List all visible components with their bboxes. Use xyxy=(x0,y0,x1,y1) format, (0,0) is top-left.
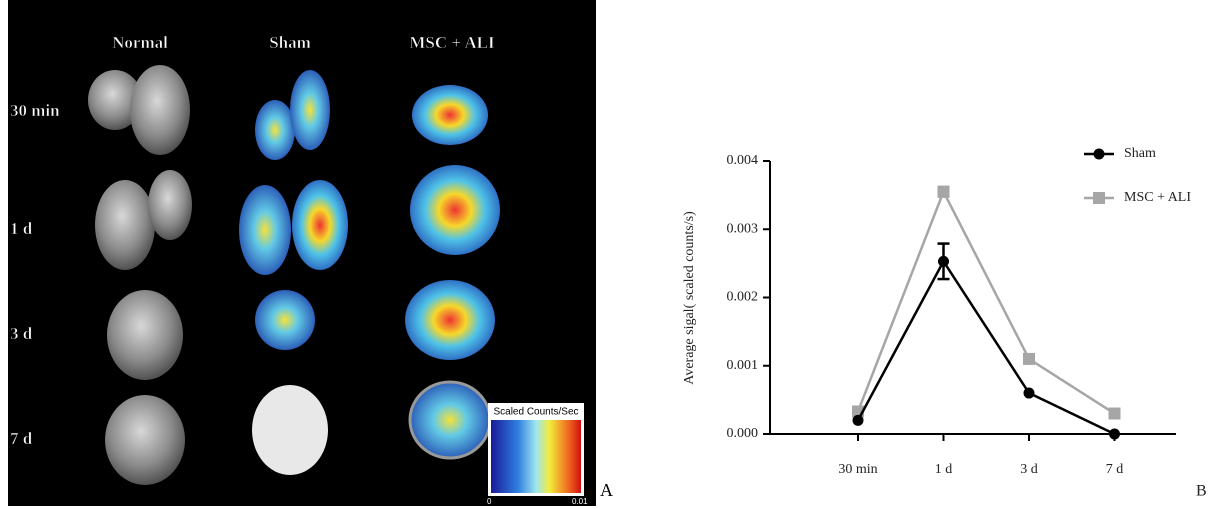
colorbar-min: 0 xyxy=(487,497,492,506)
column-label: Sham xyxy=(269,33,311,52)
column-label: MSC + ALI xyxy=(409,33,495,52)
legend-marker xyxy=(1093,148,1105,160)
colorbar-title: Scaled Counts/Sec xyxy=(493,407,578,418)
lung-images xyxy=(88,65,500,485)
row-label: 30 min xyxy=(10,101,60,120)
legend-label: Sham xyxy=(1124,146,1156,161)
data-point xyxy=(938,255,949,267)
legend-marker xyxy=(1093,192,1105,204)
y-tick-label: 0.002 xyxy=(727,290,759,305)
colorbar-max: 0.01 xyxy=(572,497,588,506)
data-point xyxy=(1108,407,1121,420)
data-point xyxy=(1109,428,1120,440)
data-point xyxy=(1023,387,1035,399)
series-line xyxy=(856,188,1116,415)
y-tick-label: 0.000 xyxy=(727,426,759,441)
row-label: 1 d xyxy=(10,219,33,238)
column-label: Normal xyxy=(112,33,168,52)
panel-label: A xyxy=(600,480,613,500)
line-chart: B Average sigal( scaled counts/s) 0.000 0… xyxy=(682,146,1206,499)
data-point xyxy=(937,185,950,198)
y-tick-label: 0.003 xyxy=(727,221,759,236)
legend-label: MSC + ALI xyxy=(1124,190,1191,205)
image-panel: Normal Sham MSC + ALI 30 min 1 d 3 d 7 d… xyxy=(8,0,613,506)
data-point xyxy=(852,414,864,426)
panel-label: B xyxy=(1196,483,1207,500)
row-label: 3 d xyxy=(10,324,33,343)
y-tick-label: 0.001 xyxy=(727,358,759,373)
x-tick-label: 1 d xyxy=(935,462,953,477)
y-axis-label: Average sigal( scaled counts/s) xyxy=(682,211,697,385)
row-label: 7 d xyxy=(10,429,33,448)
colorbar xyxy=(491,420,581,493)
y-tick-label: 0.004 xyxy=(727,153,759,168)
data-point xyxy=(1023,352,1035,365)
series-line xyxy=(856,258,1116,436)
x-tick-label: 3 d xyxy=(1020,462,1038,477)
x-tick-label: 7 d xyxy=(1106,462,1124,477)
x-tick-label: 30 min xyxy=(838,462,877,477)
